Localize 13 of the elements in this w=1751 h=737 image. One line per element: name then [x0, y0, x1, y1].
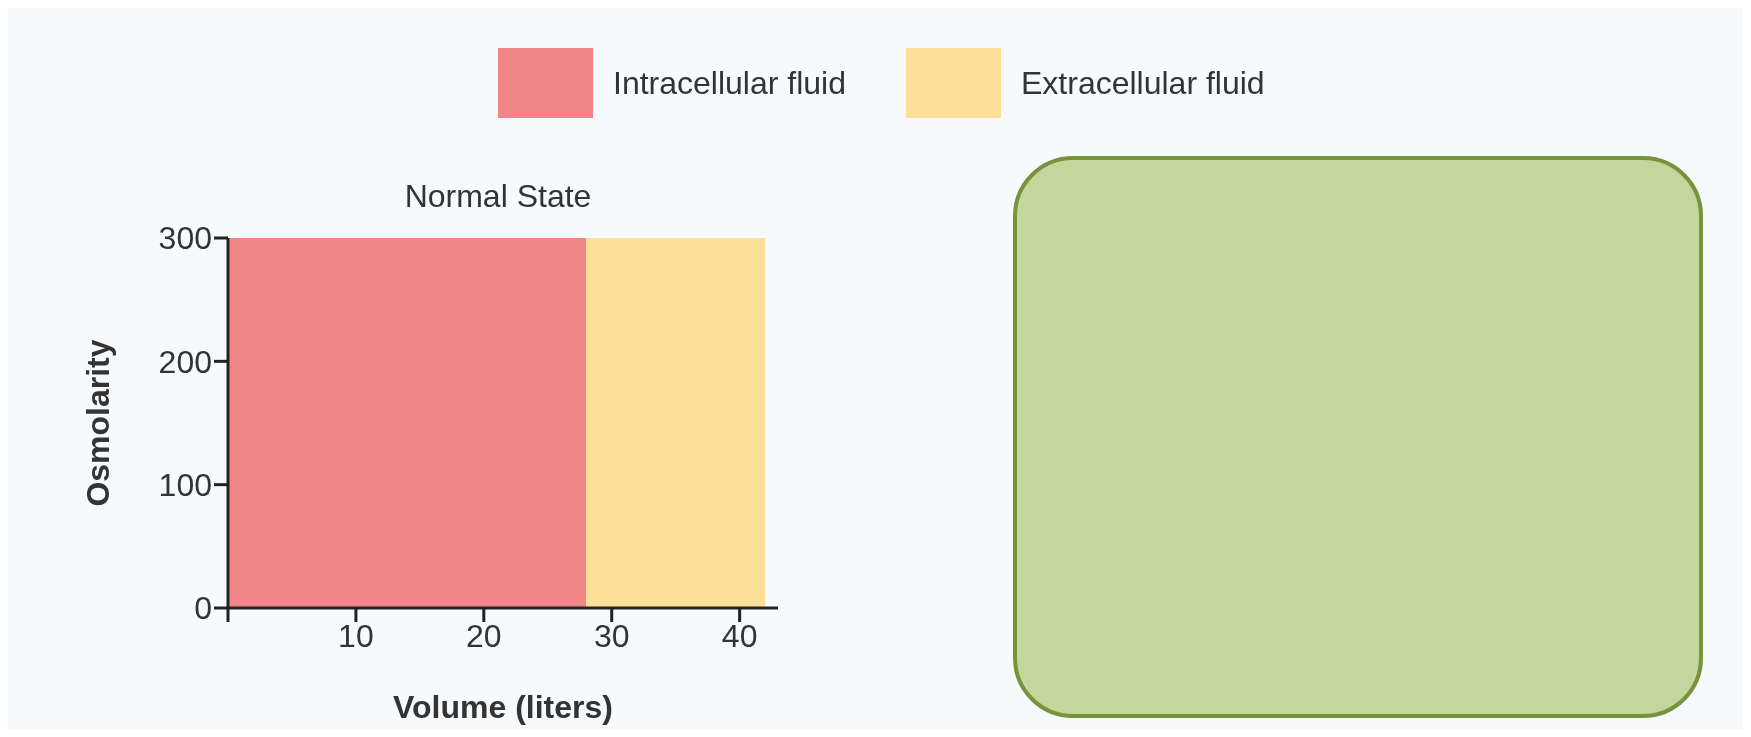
chart-title: Normal State — [403, 178, 593, 215]
x-tick-label: 40 — [721, 617, 758, 654]
y-tick-label: 100 — [158, 467, 212, 504]
legend-label: Extracellular fluid — [1021, 64, 1265, 102]
x-tick-label: 30 — [593, 617, 630, 654]
y-tick-label: 300 — [158, 220, 212, 257]
x-tick-label: 10 — [338, 617, 374, 654]
x-tick-label: 20 — [466, 617, 502, 654]
legend-label: Intracellular fluid — [613, 64, 846, 102]
x-axis-title: Volume (liters) — [393, 689, 613, 725]
y-axis-title: Osmolarity — [80, 339, 117, 507]
y-tick-label: 200 — [158, 343, 212, 380]
y-tick-label: 0 — [194, 590, 212, 627]
